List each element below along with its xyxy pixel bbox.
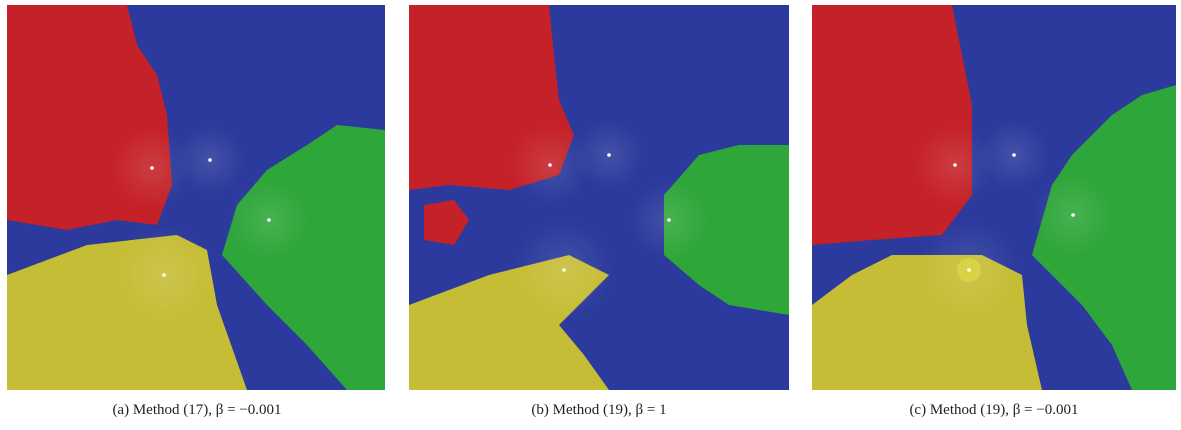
basin-image [812,5,1176,390]
caption: (b) Method (19), β = 1 [531,402,666,418]
basin-image [409,5,789,390]
caption: (a) Method (17), β = −0.001 [112,402,281,418]
caption: (c) Method (19), β = −0.001 [909,402,1078,418]
basin-image [7,5,385,390]
